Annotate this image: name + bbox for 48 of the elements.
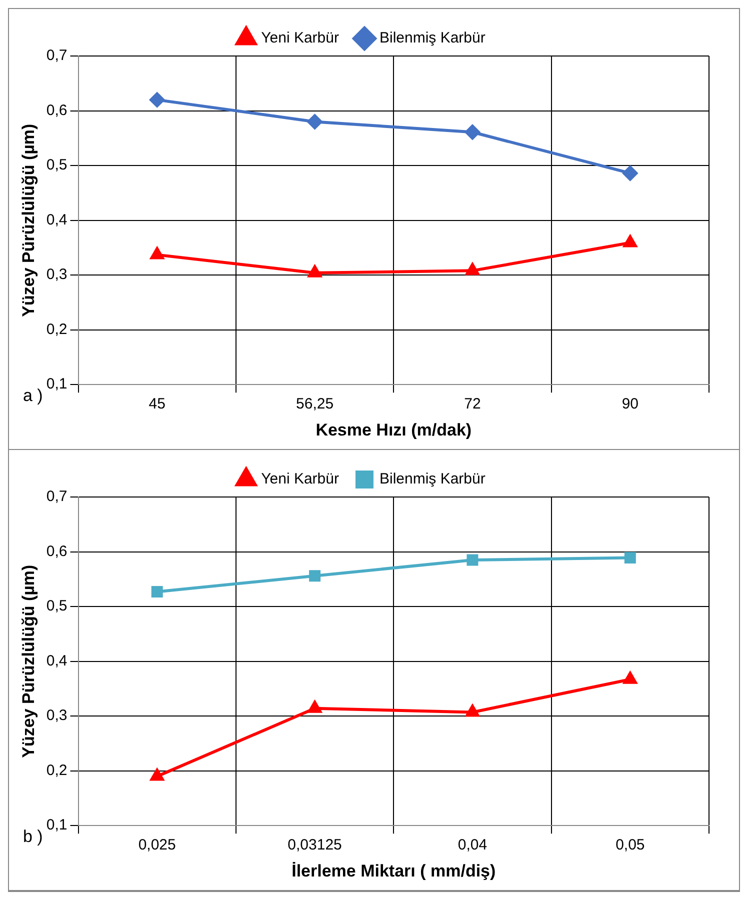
y-tick-label: 0,2 [46,762,68,779]
y-axis-title: Yüzey Pürüzlülüğü (µm) [18,564,38,758]
x-tick-label: 90 [622,396,638,413]
y-tick-label: 0,1 [46,816,68,834]
point [466,554,478,566]
text: a ) [23,386,43,405]
point [150,768,164,781]
point [623,235,637,248]
point [150,247,164,260]
x-axis-title: Kesme Hızı (m/dak) [316,420,472,440]
text: b ) [23,827,43,846]
legend-label: Bilenmiş Karbür [379,30,486,47]
y-tick-label: 0,6 [46,542,68,560]
point [466,704,480,717]
x-tick-label: 56,25 [296,396,334,413]
x-tick-label: 0,03125 [288,836,342,854]
y-axis-title: Yüzey Pürüzlülüğü (µm) [18,124,38,317]
point [624,552,636,564]
point [150,92,165,108]
point [623,672,637,684]
point [308,265,322,278]
legend-label: Yeni Karbür [261,30,339,47]
y-tick-label: 0,4 [46,652,68,670]
point [309,570,321,582]
y-tick-label: 0,1 [46,376,68,393]
point [151,586,163,598]
point [307,114,322,130]
point [622,166,638,181]
point [308,700,322,713]
legend-label: Yeni Karbür [261,470,339,488]
y-tick-label: 0,7 [46,47,68,64]
x-tick-label: 0,025 [138,836,176,854]
x-tick-label: 0,05 [616,836,645,854]
y-tick-label: 0,5 [46,156,68,174]
y-tick-label: 0,2 [46,320,68,338]
x-tick-label: 72 [464,396,481,413]
y-tick-label: 0,3 [46,266,68,284]
y-tick-label: 0,5 [46,598,68,615]
y-tick-label: 0,4 [46,211,68,228]
x-axis-title: İlerleme Miktarı ( mm/diş) [292,861,496,880]
y-tick-label: 0,6 [46,102,68,119]
point [464,124,480,140]
y-tick-label: 0,3 [46,707,68,724]
x-tick-label: 0,04 [458,836,488,854]
y-tick-label: 0,7 [46,488,68,506]
point [466,263,480,276]
x-tick-label: 45 [148,396,166,413]
legend-label: Bilenmiş Karbür [379,470,486,488]
